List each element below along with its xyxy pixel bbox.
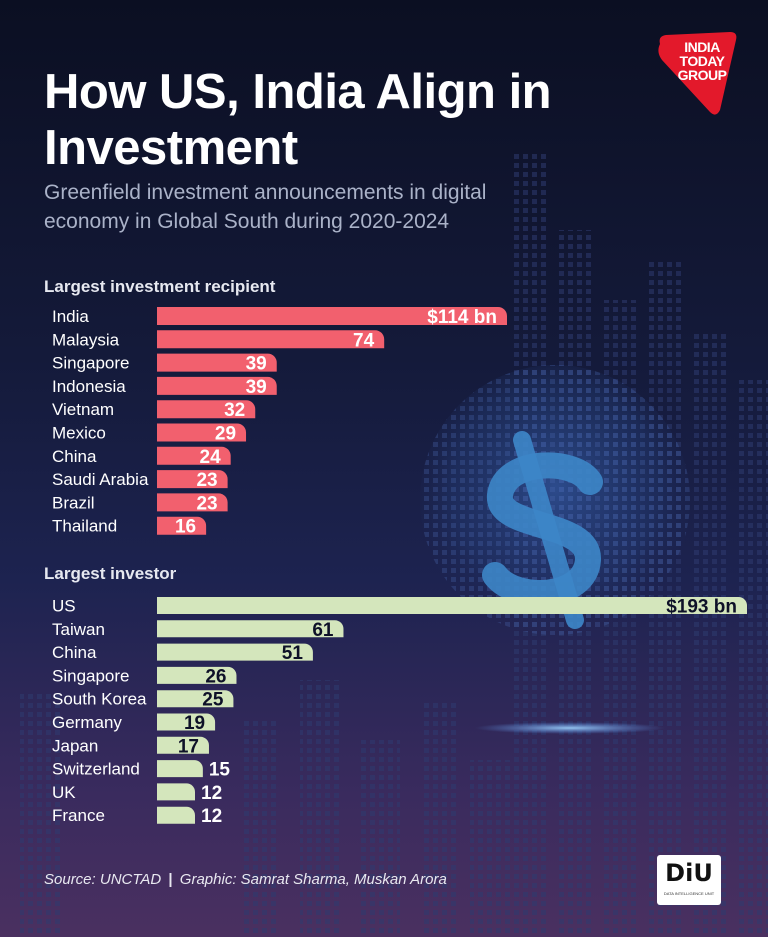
- category-label: Vietnam: [52, 400, 114, 419]
- category-label: France: [52, 806, 105, 825]
- bar: [157, 307, 507, 325]
- bar: [157, 423, 247, 442]
- category-label: Singapore: [52, 354, 130, 373]
- chart-2-title: Largest investor: [44, 564, 177, 583]
- bar: [157, 330, 385, 349]
- diu-badge-subtext: DATA INTELLIGENCE UNIT: [663, 891, 715, 896]
- value-label: 24: [200, 447, 222, 468]
- value-label: 25: [202, 690, 224, 711]
- bar: [157, 760, 203, 778]
- recipient-bar-chart: India $114 bn Malaysia 74 Singapore 39 Indones…: [52, 307, 507, 538]
- bar: [157, 806, 195, 824]
- footer-credits: Source: UNCTAD | Graphic: Samrat Sharma,…: [44, 871, 447, 888]
- value-label: 16: [175, 517, 196, 538]
- category-label: China: [52, 643, 97, 662]
- bar: [157, 400, 256, 419]
- dollar-sign-icon: [482, 431, 603, 629]
- bar: [157, 690, 234, 708]
- bar: [157, 597, 747, 614]
- value-label: 32: [224, 400, 245, 421]
- value-label: $193 bn: [666, 597, 737, 618]
- category-label: India: [52, 307, 89, 326]
- diu-badge-text: DiU: [665, 859, 713, 887]
- category-label: Indonesia: [52, 377, 126, 396]
- credits-text: Graphic: Samrat Sharma, Muskan Arora: [179, 871, 447, 888]
- value-label: 39: [246, 377, 267, 398]
- value-label: 19: [184, 713, 205, 734]
- value-label: 26: [205, 666, 226, 687]
- category-label: China: [52, 447, 97, 466]
- bar: [157, 666, 237, 684]
- diu-badge: DiU DATA INTELLIGENCE UNIT: [657, 855, 721, 905]
- india-today-logo-text: INDIA TODAY GROUP: [677, 39, 727, 83]
- category-label: South Korea: [52, 690, 147, 709]
- category-label: UK: [52, 783, 76, 802]
- bar: [157, 493, 228, 512]
- bar: [157, 620, 344, 638]
- page-subtitle: Greenfield investment announcements in d…: [44, 181, 487, 233]
- category-label: Switzerland: [52, 760, 140, 779]
- category-label: Singapore: [52, 666, 130, 685]
- bar: [157, 446, 231, 465]
- light-glow-decoration: [475, 722, 665, 734]
- category-label: Germany: [52, 713, 122, 732]
- category-label: Japan: [52, 736, 98, 755]
- value-label: 17: [178, 736, 199, 757]
- footer-separator: |: [168, 871, 173, 888]
- bar: [157, 643, 313, 661]
- value-label: 15: [209, 760, 231, 781]
- value-label: 39: [246, 354, 267, 375]
- chart-1-title: Largest investment recipient: [44, 277, 276, 296]
- bar: [157, 470, 228, 489]
- category-label: Malaysia: [52, 330, 120, 349]
- value-label: 74: [353, 330, 375, 351]
- category-label: US: [52, 597, 76, 616]
- category-label: Saudi Arabia: [52, 470, 149, 489]
- bar: [157, 353, 277, 372]
- value-label: 23: [196, 470, 217, 491]
- bar: [157, 516, 207, 535]
- bar: [157, 736, 209, 754]
- category-label: Thailand: [52, 517, 117, 536]
- category-label: Taiwan: [52, 620, 105, 639]
- value-label: 51: [282, 643, 304, 664]
- value-label: 61: [312, 620, 334, 641]
- equalizer-bars-decoration: [20, 150, 768, 937]
- bar: [157, 713, 216, 731]
- value-label: 12: [201, 783, 222, 804]
- investor-bar-chart: US $193 bn Taiwan 61 China 51 Singapore 26 South…: [52, 597, 747, 827]
- bar: [157, 783, 195, 801]
- value-label: 12: [201, 806, 222, 827]
- india-today-logo: [658, 32, 737, 115]
- page-title: How US, India Align in Investment: [44, 65, 552, 175]
- category-label: Brazil: [52, 493, 95, 512]
- bar: [157, 376, 277, 395]
- category-label: Mexico: [52, 424, 106, 443]
- value-label: $114 bn: [427, 307, 497, 328]
- source-text: Source: UNCTAD: [44, 871, 162, 888]
- value-label: 23: [196, 493, 217, 514]
- value-label: 29: [215, 424, 236, 445]
